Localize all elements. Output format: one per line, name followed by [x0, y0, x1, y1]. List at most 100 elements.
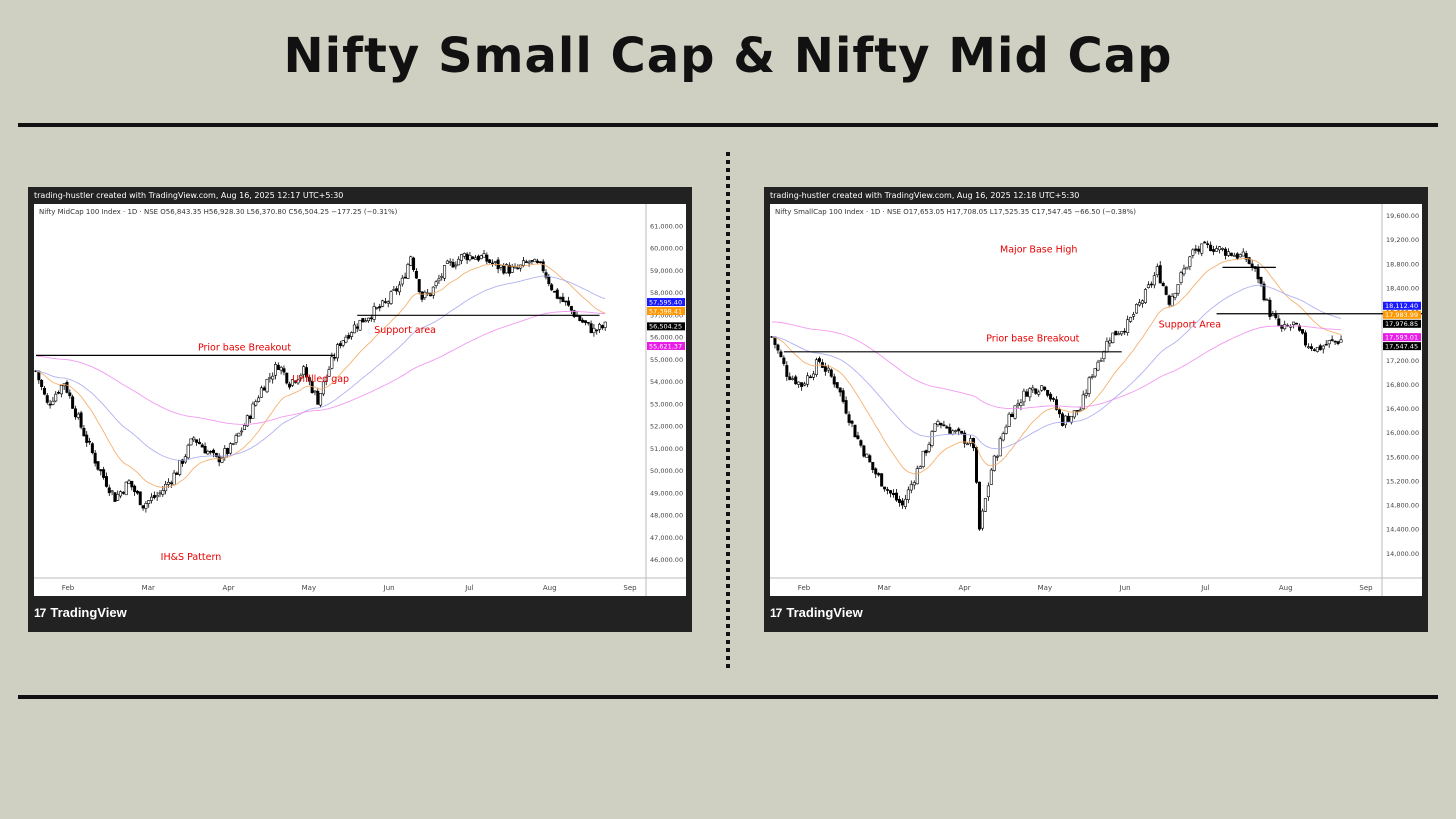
- candle: [296, 379, 300, 384]
- candle: [832, 376, 836, 385]
- price-tag-label: 17,983.99: [1385, 311, 1418, 319]
- candle: [457, 258, 461, 266]
- candle: [1120, 331, 1124, 335]
- candle: [918, 466, 922, 469]
- candle: [79, 412, 83, 428]
- candle: [1244, 253, 1248, 260]
- vertical-dotted-separator: [726, 152, 730, 672]
- candle: [510, 266, 514, 273]
- y-tick-label: 51,000.00: [650, 445, 683, 453]
- candle: [1318, 345, 1322, 351]
- candle: [1280, 324, 1284, 329]
- candle: [1063, 415, 1067, 426]
- candle: [877, 473, 881, 476]
- candle: [274, 364, 278, 376]
- candle: [107, 487, 111, 494]
- brand-label: TradingView: [786, 605, 863, 620]
- candle: [352, 324, 356, 334]
- price-tag-label: 57,595.40: [649, 298, 682, 306]
- candle: [578, 316, 582, 321]
- candle: [417, 279, 421, 293]
- candle: [1277, 318, 1281, 326]
- annotation-label: Support Area: [1159, 320, 1221, 331]
- candle: [1247, 257, 1251, 264]
- candle: [1241, 251, 1245, 257]
- y-tick-label: 57,000.00: [650, 311, 683, 319]
- candle: [350, 332, 354, 337]
- y-tick-label: 46,000.00: [650, 556, 683, 564]
- price-tag-label: 17,547.45: [1385, 343, 1418, 351]
- candle: [1132, 314, 1136, 317]
- x-tick-label: Feb: [798, 584, 811, 592]
- candle: [1235, 253, 1239, 259]
- candle: [166, 481, 170, 485]
- candle: [1212, 249, 1216, 252]
- candle: [178, 460, 182, 475]
- candle: [915, 468, 919, 485]
- smallcap-plot-area[interactable]: Nifty SmallCap 100 Index · 1D · NSE O17,…: [770, 204, 1422, 596]
- candle: [1105, 340, 1109, 353]
- candle: [1117, 333, 1121, 336]
- candle: [524, 261, 528, 263]
- candle: [903, 498, 907, 507]
- x-tick-label: May: [1038, 584, 1052, 592]
- price-tag: [647, 307, 685, 316]
- y-tick-label: 16,800.00: [1386, 381, 1419, 389]
- ohlc-line: Nifty SmallCap 100 Index · 1D · NSE O17,…: [775, 208, 1136, 216]
- candle: [1078, 409, 1082, 412]
- candle: [921, 450, 925, 467]
- candle: [782, 357, 786, 365]
- x-tick-label: Aug: [1279, 584, 1293, 592]
- candle: [375, 307, 379, 309]
- candle: [555, 289, 559, 299]
- candle: [998, 438, 1002, 457]
- candle: [57, 392, 61, 394]
- candle: [121, 491, 125, 494]
- y-tick-label: 56,000.00: [650, 334, 683, 342]
- candle: [1336, 341, 1340, 345]
- candle: [1084, 392, 1088, 396]
- candle: [513, 266, 517, 269]
- y-tick-label: 60,000.00: [650, 245, 683, 253]
- tradingview-brand[interactable]: 17 TradingView: [34, 605, 127, 620]
- candle: [96, 461, 100, 470]
- candle: [533, 258, 537, 263]
- candle: [150, 496, 154, 501]
- annotation-label: Support area: [374, 325, 436, 336]
- candle: [409, 256, 413, 266]
- candle: [158, 492, 162, 495]
- candle: [874, 468, 878, 475]
- page-title: Nifty Small Cap & Nifty Mid Cap: [283, 28, 1173, 84]
- candle: [592, 327, 596, 334]
- candle: [1052, 398, 1056, 400]
- candle: [99, 469, 103, 472]
- candle: [307, 377, 311, 382]
- y-tick-label: 14,000.00: [1386, 550, 1419, 558]
- candle: [550, 284, 554, 291]
- candle: [1223, 248, 1227, 256]
- candle: [462, 253, 466, 257]
- candle: [558, 297, 562, 300]
- candle: [1188, 256, 1192, 267]
- candle: [1330, 339, 1334, 341]
- y-tick-label: 14,800.00: [1386, 502, 1419, 510]
- y-tick-label: 54,000.00: [650, 378, 683, 386]
- candle: [547, 276, 551, 285]
- price-tag-label: 17,976.85: [1385, 320, 1418, 328]
- bottom-divider: [18, 695, 1438, 699]
- candle: [485, 254, 489, 262]
- candle: [1001, 433, 1005, 441]
- candle: [1315, 347, 1319, 352]
- candle: [505, 264, 509, 274]
- midcap-plot-area[interactable]: Nifty MidCap 100 Index · 1D · NSE O56,84…: [34, 204, 686, 596]
- candle: [1004, 426, 1008, 434]
- candle: [493, 261, 497, 263]
- candle: [1135, 304, 1139, 314]
- candle: [1126, 319, 1130, 333]
- tradingview-brand[interactable]: 17 TradingView: [770, 605, 863, 620]
- candle: [420, 291, 424, 300]
- brand-label: TradingView: [50, 605, 127, 620]
- candle: [1220, 248, 1224, 250]
- candle: [797, 381, 801, 385]
- candle: [141, 505, 145, 509]
